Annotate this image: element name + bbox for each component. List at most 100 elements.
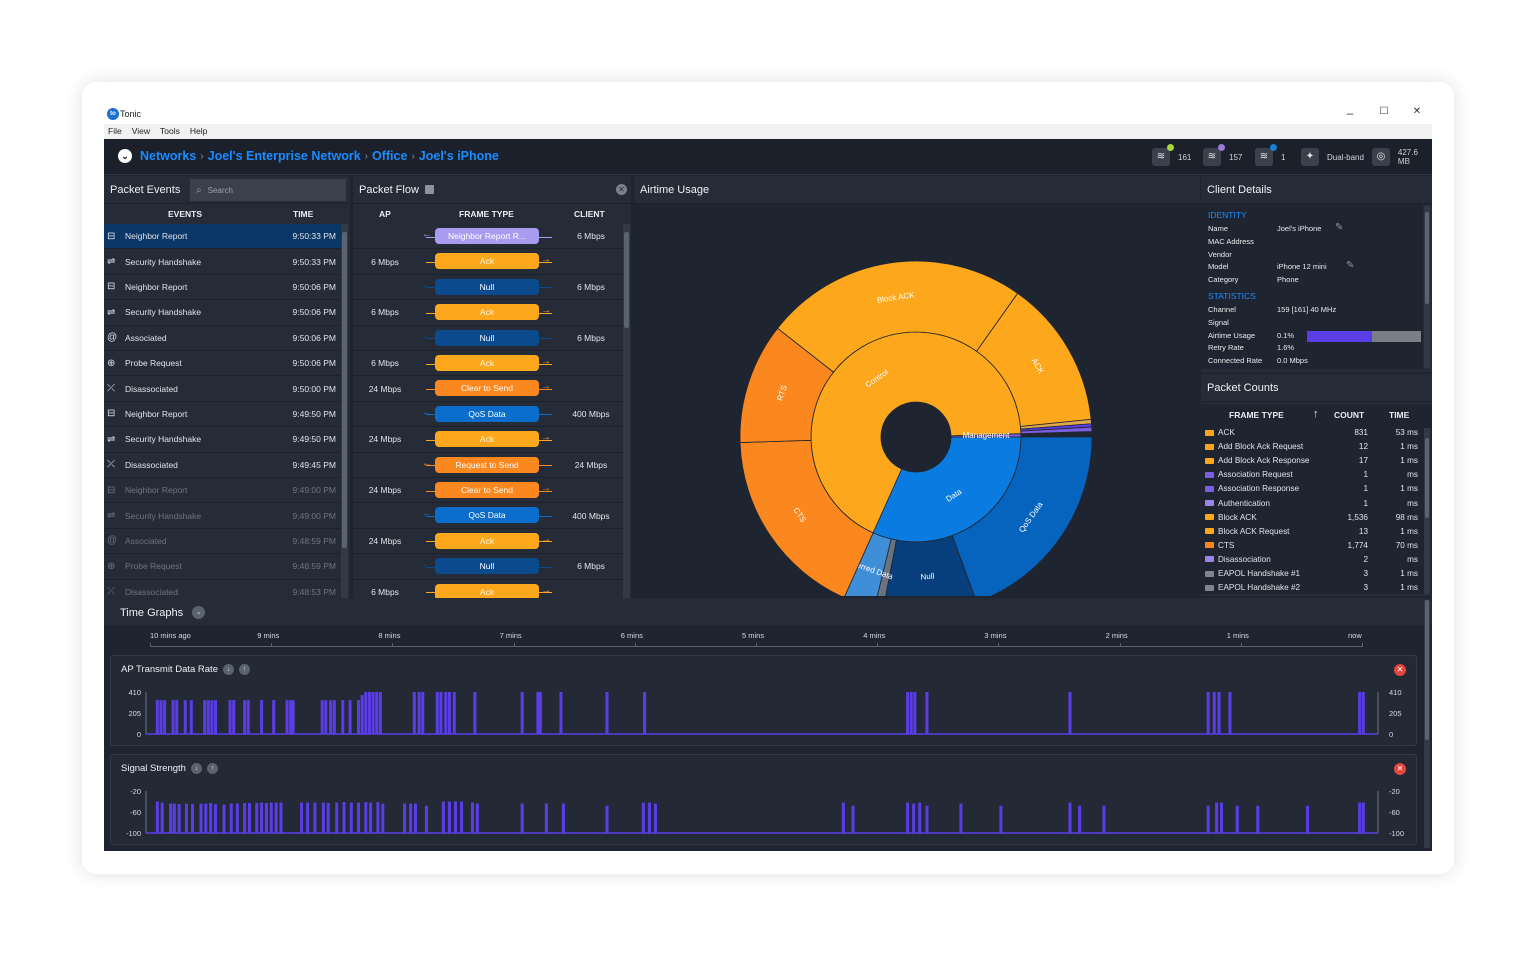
flow-row[interactable]: ← QoS Data 400 Mbps xyxy=(353,402,623,428)
packet-count-row[interactable]: Block ACK 1,536 98 ms xyxy=(1205,511,1422,525)
event-row[interactable]: ⇌ Security Handshake 9:50:33 PM xyxy=(104,249,341,275)
remove-graph-icon[interactable]: ✕ xyxy=(1394,763,1406,775)
flow-row[interactable]: 24 Mbps → Clear to Send xyxy=(353,376,623,402)
event-row[interactable]: ⇌ Security Handshake 9:50:06 PM xyxy=(104,300,341,326)
flow-row[interactable]: ← Null 6 Mbps xyxy=(353,275,623,301)
sort-ascending-icon[interactable]: ↑ xyxy=(1313,408,1319,420)
frame-type-pill[interactable]: QoS Data xyxy=(435,405,539,422)
minimize-button[interactable]: – xyxy=(1346,106,1354,120)
move-up-icon[interactable]: ↑ xyxy=(238,664,250,675)
packet-count-row[interactable]: ACK 831 53 ms xyxy=(1205,426,1422,441)
packet-count-row[interactable]: Association Response 1 1 ms xyxy=(1205,482,1422,497)
menu-tools[interactable]: Tools xyxy=(159,126,180,136)
breadcrumb-networks[interactable]: Networks xyxy=(140,149,197,163)
flow-row[interactable]: 6 Mbps → Ack xyxy=(353,300,623,326)
breadcrumb-client[interactable]: Joel's iPhone xyxy=(418,149,499,163)
events-scrollbar[interactable] xyxy=(341,224,348,598)
frame-type-pill[interactable]: Ack xyxy=(435,355,539,371)
col-frame-type[interactable]: FRAME TYPE xyxy=(459,209,514,219)
flow-row[interactable]: 24 Mbps → Ack xyxy=(353,427,623,453)
frame-type-pill[interactable]: Clear to Send xyxy=(435,482,539,498)
remove-graph-icon[interactable]: ✕ xyxy=(1394,664,1406,676)
col-events[interactable]: EVENTS xyxy=(168,209,203,219)
packet-count-row[interactable]: EAPOL Handshake #2 3 1 ms xyxy=(1205,581,1422,594)
col-client[interactable]: CLIENT xyxy=(574,209,605,219)
wifi-icon[interactable]: ≋ xyxy=(1152,144,1174,166)
flow-row[interactable]: 6 Mbps → Ack xyxy=(353,351,623,377)
menu-file[interactable]: File xyxy=(108,126,122,136)
flow-row[interactable]: 24 Mbps → Clear to Send xyxy=(353,478,623,504)
search-input[interactable]: ⌕ Search xyxy=(190,179,346,201)
event-row[interactable]: ⇌ Security Handshake 9:49:00 PM xyxy=(104,503,341,529)
packet-count-row[interactable]: Add Block Ack Response 17 1 ms xyxy=(1205,454,1422,469)
packet-count-row[interactable]: Block ACK Request 13 1 ms xyxy=(1205,525,1422,539)
event-row[interactable]: ⤫ Disassociated 9:48:53 PM xyxy=(104,580,341,598)
event-row[interactable]: ⊟ Neighbor Report 9:50:06 PM xyxy=(104,275,341,301)
save-icon[interactable] xyxy=(424,185,434,194)
flow-row[interactable]: ← QoS Data 400 Mbps xyxy=(353,503,623,529)
packet-count-row[interactable]: Authentication 1 ms xyxy=(1205,497,1422,511)
col-time[interactable]: TIME xyxy=(293,209,314,219)
move-up-icon[interactable]: ↑ xyxy=(206,763,218,774)
event-row[interactable]: ⊕ Probe Request 9:48:59 PM xyxy=(104,554,341,580)
packet-count-row[interactable]: EAPOL Handshake #1 3 1 ms xyxy=(1205,567,1422,582)
event-row[interactable]: ⊟ Neighbor Report 9:49:50 PM xyxy=(104,402,341,428)
wifi-icon[interactable]: ≋ xyxy=(1255,144,1277,166)
event-row[interactable]: ⤫ Disassociated 9:49:45 PM xyxy=(104,453,341,478)
packet-count-row[interactable]: Disassociation 2 ms xyxy=(1205,553,1422,567)
details-scrollbar[interactable] xyxy=(1424,206,1430,368)
close-button[interactable]: ✕ xyxy=(1412,106,1422,117)
frame-type-pill[interactable]: Null xyxy=(435,558,539,575)
flow-scrollbar[interactable] xyxy=(623,224,630,598)
close-panel-icon[interactable]: ✕ xyxy=(616,184,627,195)
frame-type-pill[interactable]: Null xyxy=(435,278,539,295)
flow-row[interactable]: ← Null 6 Mbps xyxy=(353,554,623,580)
time-graphs-scrollbar[interactable] xyxy=(1424,600,1430,848)
sunburst-segment[interactable] xyxy=(951,436,1093,596)
flow-row[interactable]: 6 Mbps → Ack xyxy=(353,249,623,275)
frame-type-pill[interactable]: Ack xyxy=(435,532,539,549)
frame-type-pill[interactable]: Ack xyxy=(435,583,539,598)
event-row[interactable]: @ Associated 9:50:06 PM xyxy=(104,326,341,351)
chevron-down-icon[interactable]: ⌄ xyxy=(118,149,132,163)
col-frame-type[interactable]: FRAME TYPE xyxy=(1229,410,1284,420)
menu-help[interactable]: Help xyxy=(189,126,208,136)
packet-count-row[interactable]: CTS 1,774 70 ms xyxy=(1205,539,1422,553)
sunburst-segment[interactable] xyxy=(883,535,977,596)
col-time[interactable]: TIME xyxy=(1389,410,1410,420)
col-ap[interactable]: AP xyxy=(379,209,391,219)
sunburst-segment[interactable] xyxy=(1020,426,1093,435)
move-down-icon[interactable]: ↓ xyxy=(222,664,234,675)
dual-band-icon[interactable]: ✦ xyxy=(1301,148,1319,166)
frame-type-pill[interactable]: Clear to Send xyxy=(435,380,539,397)
breadcrumb-office[interactable]: Office xyxy=(372,149,408,163)
packet-count-row[interactable]: Association Request 1 ms xyxy=(1205,468,1422,483)
edit-pencil-icon[interactable]: ✎ xyxy=(1335,222,1344,233)
event-row[interactable]: ⤫ Disassociated 9:50:00 PM xyxy=(104,376,341,402)
move-down-icon[interactable]: ↓ xyxy=(190,763,202,774)
event-row[interactable]: ⊟ Neighbor Report 9:49:00 PM xyxy=(104,478,341,504)
sunburst-segment[interactable] xyxy=(950,433,1022,438)
counts-scrollbar[interactable] xyxy=(1424,428,1430,594)
event-row[interactable]: ⊟ Neighbor Report 9:50:33 PM xyxy=(104,224,341,250)
sunburst-segment[interactable] xyxy=(777,260,1019,373)
edit-pencil-icon[interactable]: ✎ xyxy=(1346,260,1355,272)
packet-count-row[interactable]: Add Block Ack Request 12 1 ms xyxy=(1205,440,1422,455)
frame-type-pill[interactable]: Null xyxy=(435,329,539,346)
frame-type-pill[interactable]: Neighbor Report R... xyxy=(435,228,539,244)
flow-row[interactable]: 24 Mbps → Ack xyxy=(353,529,623,555)
frame-type-pill[interactable]: Ack xyxy=(435,253,539,270)
event-row[interactable]: ⊕ Probe Request 9:50:06 PM xyxy=(104,351,341,377)
flow-row[interactable]: ← Null 6 Mbps xyxy=(353,326,623,351)
wifi-icon[interactable]: ≋ xyxy=(1203,144,1225,166)
flow-row[interactable]: ← Neighbor Report R... 6 Mbps xyxy=(353,224,623,250)
flow-row[interactable]: ← Request to Send 24 Mbps xyxy=(353,453,623,478)
col-count[interactable]: COUNT xyxy=(1334,410,1365,420)
menu-view[interactable]: View xyxy=(131,126,150,136)
event-row[interactable]: @ Associated 9:48:59 PM xyxy=(104,529,341,555)
frame-type-pill[interactable]: Ack xyxy=(435,304,539,321)
chevron-down-icon[interactable]: ⌄ xyxy=(192,606,206,619)
flow-row[interactable]: 6 Mbps → Ack xyxy=(353,580,623,598)
maximize-button[interactable]: ☐ xyxy=(1379,106,1389,117)
frame-type-pill[interactable]: QoS Data xyxy=(435,507,539,524)
